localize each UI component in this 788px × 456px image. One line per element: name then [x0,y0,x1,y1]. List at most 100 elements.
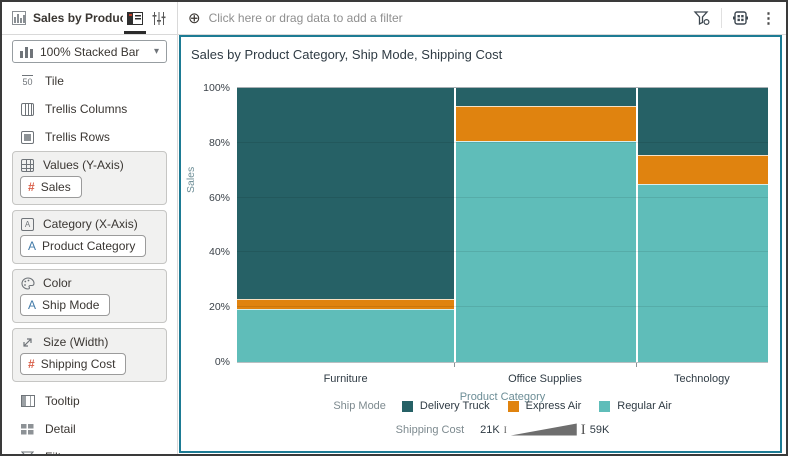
legend-label: Express Air [525,400,582,412]
measure-icon: # [28,180,35,194]
size-resize-icon [20,336,35,349]
canvas-settings-icon[interactable] [732,10,749,26]
sidebar-item-label: Detail [45,422,76,436]
drop-zone-color[interactable]: Color A Ship Mode [12,269,167,323]
size-legend-row: Shipping Cost 21K I I 59K [237,421,768,439]
plus-circle-icon: ⊕ [188,9,201,27]
segment-delivery-truck[interactable] [456,88,636,106]
grammar-panel-icon [127,11,143,25]
bar-office-supplies [454,88,636,362]
top-bar: Sales by Product Ca... ⊕ Click here or d… [2,2,786,35]
trellis-columns-icon [20,102,35,116]
segment-delivery-truck[interactable] [637,88,768,156]
sidebar-item-filters[interactable]: Filters [2,443,177,454]
filter-placeholder: Click here or drag data to add a filter [208,11,403,25]
sidebar-item-detail[interactable]: Detail [2,415,177,443]
detail-grid-icon [20,423,35,435]
menu-kebab-icon[interactable]: ⋮ [761,9,776,27]
pill-sales[interactable]: # Sales [20,176,82,198]
sidebar-item-label: Tooltip [45,394,80,408]
segment-regular-air[interactable] [237,308,455,362]
sidebar-item-label: Filters [45,450,78,454]
sidebar-item-tile[interactable]: 50 Tile [2,67,177,95]
plot-area: 0% 20% 40% 60% 80% 100% [203,82,768,368]
y-tick-label: 100% [203,82,230,94]
pill-label: Sales [40,180,71,194]
color-legend-row: Ship Mode Delivery Truck Express Air Regul… [237,397,768,415]
ship-mode-legend-items: Delivery Truck Express Air Regular Air [401,400,672,412]
category-a-icon: A [20,217,35,231]
drop-zone-size[interactable]: Size (Width) # Shipping Cost [12,328,167,382]
legend-chip [599,400,611,412]
segment-regular-air[interactable] [637,183,768,362]
drop-zone-header: A Category (X-Axis) [20,216,159,232]
viz-type-label: 100% Stacked Bar [40,44,140,59]
bar-furniture [237,88,455,362]
x-category-label: Furniture [323,373,368,385]
values-grid-icon [20,158,35,172]
pill-label: Shipping Cost [40,357,116,371]
pill-label: Product Category [42,239,136,253]
y-tick-label: 0% [214,356,230,368]
size-min-marker: I [503,424,507,435]
viz-type-select[interactable]: 100% Stacked Bar ▾ [12,40,167,63]
size-legend: 21K I I 59K [480,422,610,438]
drop-zone-label: Values (Y-Axis) [43,158,124,172]
x-axis-ticks [237,363,768,367]
funnel-icon [20,451,35,454]
sidebar-item-label: Tile [45,74,64,88]
segment-express-air[interactable] [456,105,636,142]
sidebar-item-trellis-columns[interactable]: Trellis Columns [2,95,177,123]
canvas-area: Sales by Product Category, Ship Mode, Sh… [178,35,786,454]
size-min-label: 21K [480,424,500,436]
drop-zone-header: Values (Y-Axis) [20,157,159,173]
legend-label: Delivery Truck [419,400,490,412]
segment-express-air[interactable] [637,155,768,184]
legend-item-regular-air[interactable]: Regular Air [599,400,672,412]
y-tick-label: 20% [208,301,230,314]
pill-product-category[interactable]: A Product Category [20,235,147,257]
add-filter-area[interactable]: ⊕ Click here or drag data to add a filte… [188,11,693,26]
size-max-label: 59K [589,424,610,436]
attribute-icon: A [28,298,37,312]
x-axis-labels: Furniture Office Supplies Technology [237,373,768,385]
y-tick-label: 80% [208,136,230,149]
y-axis-title: Sales [185,166,197,193]
drop-zone-label: Color [43,276,72,290]
pill-label: Ship Mode [42,298,100,312]
legend-item-express-air[interactable]: Express Air [507,400,582,412]
legend: Ship Mode Delivery Truck Express Air Regul… [237,397,768,445]
sidebar-item-label: Trellis Rows [45,130,110,144]
bar-chart-icon [20,46,33,58]
drop-zone-category[interactable]: A Category (X-Axis) A Product Category [12,210,167,264]
pill-shipping-cost[interactable]: # Shipping Cost [20,353,127,375]
x-category-label: Office Supplies [508,373,582,385]
legend-chip [401,400,413,412]
legend-label: Regular Air [617,400,672,412]
properties-panel-tab[interactable] [147,2,171,34]
visualization-card[interactable]: Sales by Product Category, Ship Mode, Sh… [179,35,782,453]
viz-chart-icon [12,11,26,25]
viz-title: Sales by Product Ca... [33,11,123,25]
color-legend-title: Ship Mode [333,400,386,412]
chart-canvas: Sales 0% 20% 40% 60% 80% 100% Furniture Office… [185,73,772,445]
attribute-icon: A [28,239,37,253]
topbar-actions: ⋮ [693,8,778,28]
sidebar-item-trellis-rows[interactable]: Trellis Rows [2,123,177,151]
chart-title: Sales by Product Category, Ship Mode, Sh… [191,47,503,62]
x-axis-tick [454,363,456,367]
drop-zone-values[interactable]: Values (Y-Axis) # Sales [12,151,167,205]
segment-regular-air[interactable] [456,141,636,362]
trellis-rows-icon [20,130,35,144]
properties-sliders-icon [152,11,166,25]
segment-delivery-truck[interactable] [237,88,455,299]
chevron-down-icon: ▾ [153,46,159,57]
bars-row [237,88,768,362]
segment-express-air[interactable] [237,298,455,309]
viz-header: Sales by Product Ca... [2,2,178,34]
filter-settings-icon[interactable] [693,10,711,26]
sidebar-item-tooltip[interactable]: Tooltip [2,387,177,415]
legend-item-delivery-truck[interactable]: Delivery Truck [401,400,490,412]
pill-ship-mode[interactable]: A Ship Mode [20,294,111,316]
grammar-panel-tab[interactable] [123,2,147,34]
